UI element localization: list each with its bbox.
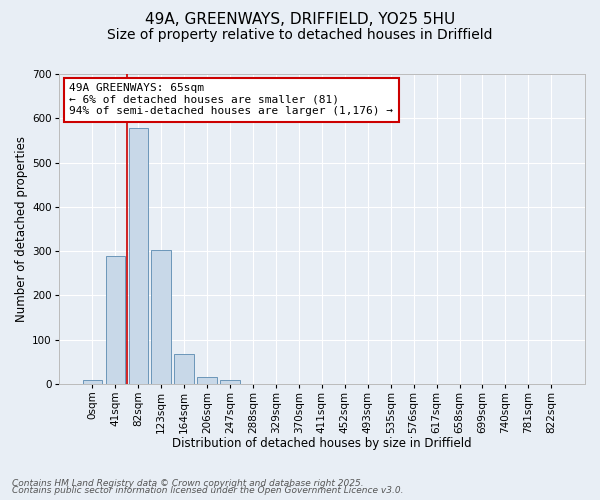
Text: Contains HM Land Registry data © Crown copyright and database right 2025.: Contains HM Land Registry data © Crown c…: [12, 478, 364, 488]
Bar: [220, 380, 240, 384]
Text: 49A, GREENWAYS, DRIFFIELD, YO25 5HU: 49A, GREENWAYS, DRIFFIELD, YO25 5HU: [145, 12, 455, 28]
Text: Size of property relative to detached houses in Driffield: Size of property relative to detached ho…: [107, 28, 493, 42]
Bar: [83, 380, 102, 384]
Text: 49A GREENWAYS: 65sqm
← 6% of detached houses are smaller (81)
94% of semi-detach: 49A GREENWAYS: 65sqm ← 6% of detached ho…: [69, 84, 393, 116]
Bar: [197, 377, 217, 384]
Bar: [151, 250, 171, 384]
Bar: [128, 128, 148, 384]
X-axis label: Distribution of detached houses by size in Driffield: Distribution of detached houses by size …: [172, 437, 472, 450]
Bar: [106, 256, 125, 384]
Bar: [175, 354, 194, 384]
Y-axis label: Number of detached properties: Number of detached properties: [15, 136, 28, 322]
Text: Contains public sector information licensed under the Open Government Licence v3: Contains public sector information licen…: [12, 486, 404, 495]
